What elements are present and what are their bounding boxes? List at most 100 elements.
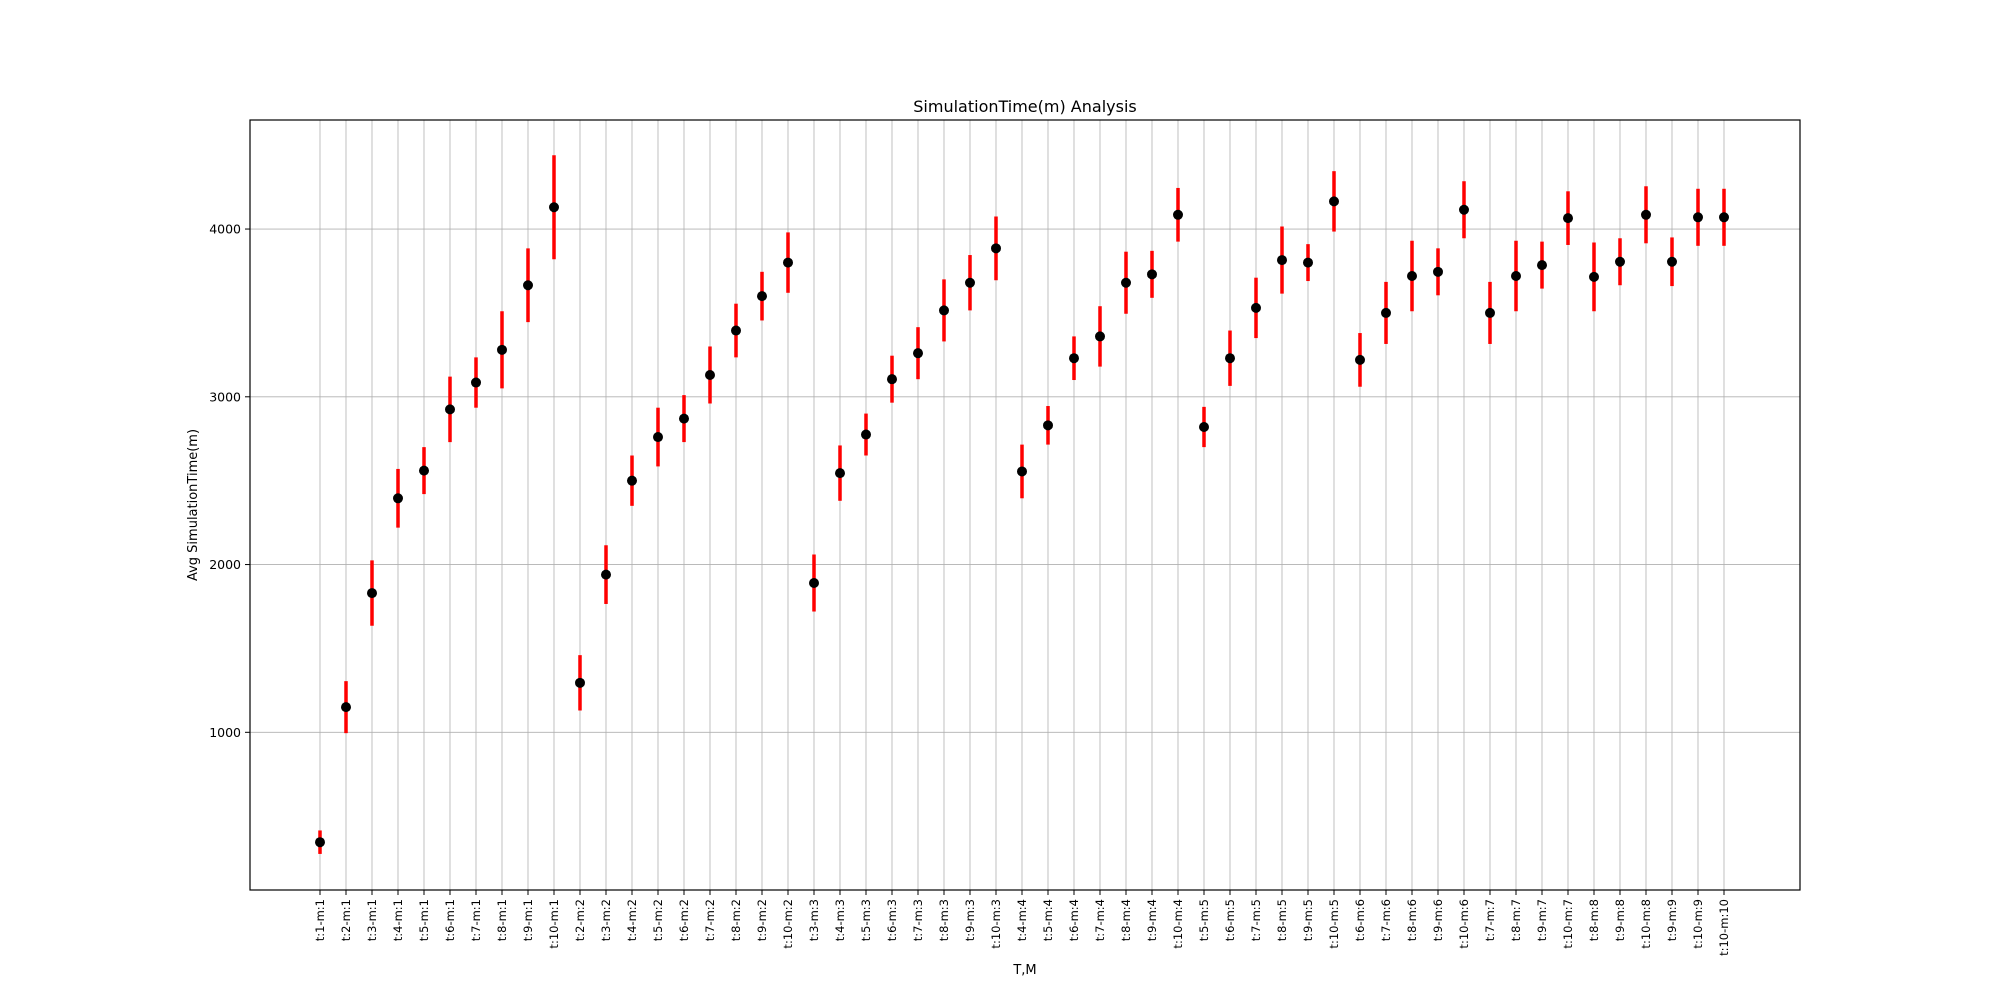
grid-layer bbox=[250, 120, 1800, 890]
data-point bbox=[1069, 353, 1079, 364]
data-point bbox=[1277, 255, 1287, 266]
x-tick-label: t:8-m:5 bbox=[1275, 899, 1289, 941]
data-point bbox=[1303, 257, 1313, 268]
x-tick-label: t:9-m:8 bbox=[1613, 899, 1627, 941]
x-tick-label: t:6-m:5 bbox=[1223, 899, 1237, 941]
data-point bbox=[1589, 271, 1599, 282]
plot-frame bbox=[249, 119, 1801, 891]
data-point bbox=[315, 837, 325, 848]
data-point bbox=[835, 468, 845, 479]
data-point bbox=[1043, 420, 1053, 431]
x-tick-label: t:4-m:2 bbox=[625, 899, 639, 941]
data-point bbox=[991, 243, 1001, 254]
x-tick-label: t:4-m:3 bbox=[833, 899, 847, 941]
data-point bbox=[1719, 212, 1729, 223]
data-point bbox=[1199, 421, 1209, 432]
x-tick-label: t:6-m:2 bbox=[677, 899, 691, 941]
data-point bbox=[757, 291, 767, 302]
x-tick-label: t:9-m:1 bbox=[521, 899, 535, 941]
x-tick-label: t:6-m:3 bbox=[885, 899, 899, 941]
x-tick-label: t:7-m:1 bbox=[469, 899, 483, 941]
data-point bbox=[1381, 307, 1391, 318]
x-tick-label: t:3-m:2 bbox=[599, 899, 613, 941]
data-point bbox=[549, 202, 559, 213]
data-point bbox=[601, 569, 611, 580]
x-tick-label: t:8-m:6 bbox=[1405, 899, 1419, 941]
data-point bbox=[965, 277, 975, 288]
data-point bbox=[783, 257, 793, 268]
data-point bbox=[445, 404, 455, 415]
x-tick-label: t:6-m:6 bbox=[1353, 899, 1367, 941]
x-tick-label: t:3-m:3 bbox=[807, 899, 821, 941]
x-tick-label: t:7-m:6 bbox=[1379, 899, 1393, 941]
data-point bbox=[1433, 266, 1443, 277]
x-tick-label: t:9-m:7 bbox=[1535, 899, 1549, 941]
data-point bbox=[679, 413, 689, 424]
data-point bbox=[1407, 271, 1417, 282]
x-tick-label: t:10-m:4 bbox=[1171, 899, 1185, 949]
x-tick-label: t:10-m:10 bbox=[1717, 899, 1731, 956]
data-point bbox=[887, 374, 897, 385]
data-point bbox=[1537, 260, 1547, 271]
x-tick-label: t:1-m:1 bbox=[313, 899, 327, 941]
x-tick-label: t:9-m:5 bbox=[1301, 899, 1315, 941]
data-point bbox=[705, 369, 715, 380]
data-point bbox=[1485, 307, 1495, 318]
x-tick-label: t:8-m:7 bbox=[1509, 899, 1523, 941]
x-tick-label: t:8-m:1 bbox=[495, 899, 509, 941]
data-point bbox=[471, 377, 481, 388]
data-point bbox=[367, 588, 377, 599]
y-axis-label: Avg SimulationTime(m) bbox=[186, 429, 201, 581]
y-tick-label: 2000 bbox=[209, 557, 241, 572]
y-tick-label: 1000 bbox=[209, 725, 241, 740]
x-tick-label: t:7-m:2 bbox=[703, 899, 717, 941]
x-axis: t:1-m:1 t:2-m:1 t:3-m:1 t:4-m:1 t:5-m:1 t:6-m… bbox=[313, 890, 1731, 956]
x-tick-label: t:10-m:7 bbox=[1561, 899, 1575, 949]
x-tick-label: t:5-m:5 bbox=[1197, 899, 1211, 941]
x-tick-label: t:7-m:7 bbox=[1483, 899, 1497, 941]
data-point bbox=[1225, 353, 1235, 364]
data-point bbox=[1121, 277, 1131, 288]
x-tick-label: t:10-m:5 bbox=[1327, 899, 1341, 949]
y-axis: 1000 2000 3000 4000 bbox=[209, 222, 250, 740]
x-tick-label: t:10-m:3 bbox=[989, 899, 1003, 949]
data-point bbox=[1667, 256, 1677, 267]
data-point bbox=[809, 578, 819, 589]
data-point bbox=[1251, 302, 1261, 313]
x-tick-label: t:5-m:4 bbox=[1041, 899, 1055, 941]
x-tick-label: t:9-m:9 bbox=[1665, 899, 1679, 941]
data-point bbox=[913, 348, 923, 359]
data-point bbox=[1693, 212, 1703, 223]
data-point bbox=[1511, 271, 1521, 282]
data-point bbox=[627, 475, 637, 486]
y-tick-label: 3000 bbox=[209, 389, 241, 404]
data-point bbox=[1095, 331, 1105, 342]
x-tick-label: t:8-m:4 bbox=[1119, 899, 1133, 941]
x-tick-label: t:8-m:8 bbox=[1587, 899, 1601, 941]
x-tick-label: t:5-m:2 bbox=[651, 899, 665, 941]
x-tick-label: t:7-m:4 bbox=[1093, 899, 1107, 941]
data-point bbox=[419, 465, 429, 476]
x-tick-label: t:5-m:3 bbox=[859, 899, 873, 941]
x-tick-label: t:2-m:1 bbox=[339, 899, 353, 941]
x-tick-label: t:10-m:6 bbox=[1457, 899, 1471, 949]
data-point bbox=[393, 493, 403, 504]
data-point bbox=[1355, 354, 1365, 365]
data-point bbox=[497, 344, 507, 355]
x-tick-label: t:10-m:2 bbox=[781, 899, 795, 949]
x-tick-label: t:6-m:1 bbox=[443, 899, 457, 941]
x-tick-label: t:9-m:3 bbox=[963, 899, 977, 941]
data-point bbox=[653, 432, 663, 443]
x-tick-label: t:9-m:2 bbox=[755, 899, 769, 941]
x-tick-label: t:8-m:2 bbox=[729, 899, 743, 941]
data-point bbox=[341, 702, 351, 713]
x-axis-label: T,M bbox=[1012, 963, 1036, 978]
data-point bbox=[861, 429, 871, 440]
data-point bbox=[1459, 204, 1469, 215]
chart-title: SimulationTime(m) Analysis bbox=[913, 97, 1136, 116]
x-tick-label: t:4-m:1 bbox=[391, 899, 405, 941]
data-point bbox=[1563, 213, 1573, 224]
data-point bbox=[1147, 269, 1157, 280]
